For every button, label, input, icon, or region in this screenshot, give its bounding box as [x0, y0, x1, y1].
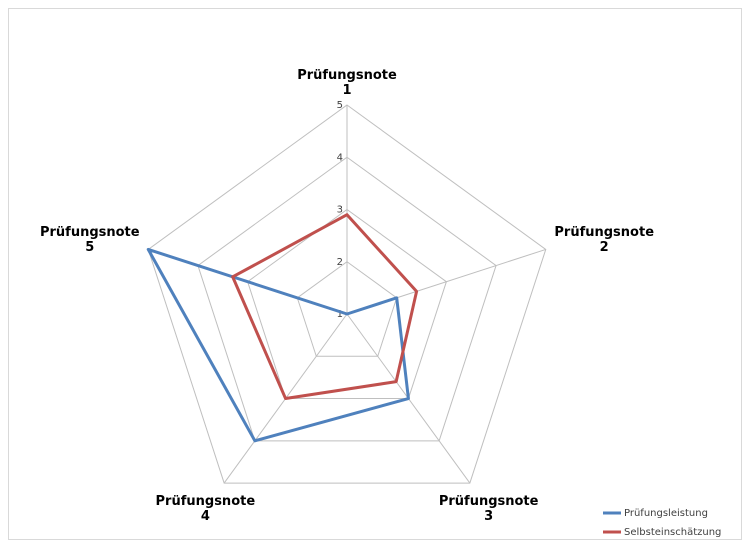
grid-line — [147, 104, 547, 484]
category-label: Prüfungsnote 5 — [39, 224, 140, 255]
series-line — [231, 213, 419, 401]
chart-frame — [8, 8, 742, 540]
grid-line — [296, 261, 398, 357]
legend-label: Selbsteinschätzung — [624, 527, 721, 538]
r-tick-label: 4 — [337, 152, 343, 163]
legend-label: Prüfungsleistung — [624, 508, 708, 519]
r-tick-label: 3 — [337, 205, 343, 216]
category-label: Prüfungsnote 4 — [155, 493, 256, 524]
r-tick-label: 1 — [337, 309, 343, 320]
grid-line — [247, 208, 447, 400]
category-label: Prüfungsnote 2 — [554, 224, 655, 255]
category-label: Prüfungsnote 1 — [297, 68, 397, 98]
r-tick-label: 5 — [337, 100, 343, 111]
grid-line — [197, 156, 497, 442]
series-line — [146, 247, 410, 443]
category-label: Prüfungsnote 3 — [438, 493, 539, 524]
r-tick-label: 2 — [337, 257, 343, 268]
